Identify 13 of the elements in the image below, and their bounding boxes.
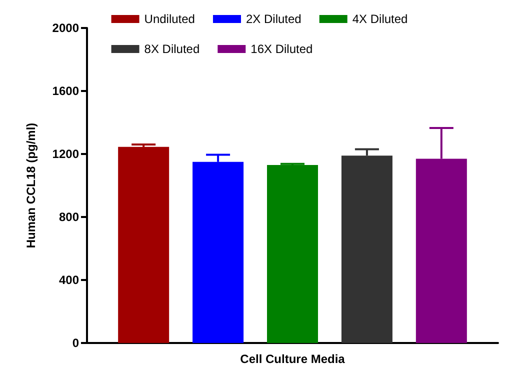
legend-label: 8X Diluted xyxy=(144,42,200,56)
y-tick-label: 1200 xyxy=(52,147,80,161)
y-tick-label: 0 xyxy=(72,336,80,350)
y-axis-title: Human CCL18 (pg/ml) xyxy=(24,122,38,248)
legend-label: 2X Diluted xyxy=(246,12,302,26)
legend-label: 16X Diluted xyxy=(250,42,313,56)
y-tick-label: 1600 xyxy=(52,84,80,98)
legend-label: Undiluted xyxy=(144,12,195,26)
y-tick-label: 800 xyxy=(58,210,80,224)
legend-label: 4X Diluted xyxy=(352,12,408,26)
y-tick-label: 400 xyxy=(58,273,80,287)
x-tick-label: Cell Culture Media xyxy=(240,352,346,366)
y-tick-label: 2000 xyxy=(52,21,80,35)
